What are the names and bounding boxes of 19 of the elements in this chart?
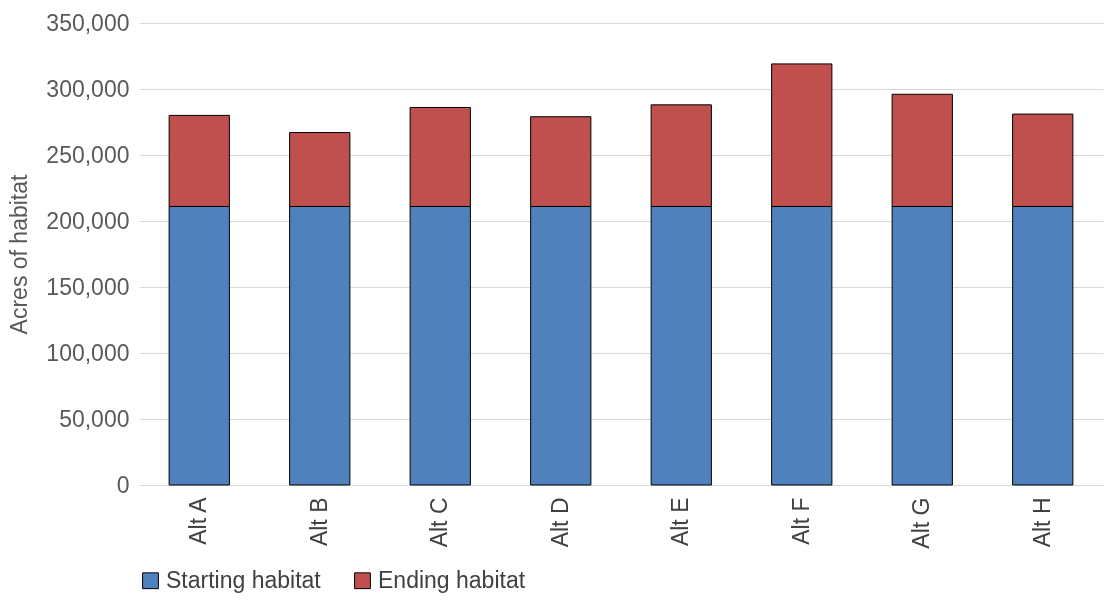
- y-tick-label: 250,000: [46, 141, 130, 168]
- y-tick-label: 0: [116, 471, 130, 498]
- y-tick-label: 100,000: [46, 339, 130, 366]
- x-tick-label: Alt E: [667, 497, 694, 547]
- legend-label: Ending habitat: [378, 566, 526, 593]
- y-tick-label: 50,000: [59, 405, 130, 432]
- y-axis-title: Acres of habitat: [6, 173, 33, 335]
- x-tick-label: Alt C: [426, 497, 453, 548]
- x-tick-label: Alt H: [1028, 497, 1055, 548]
- x-tick-label: Alt A: [185, 496, 212, 545]
- y-tick-label: 350,000: [46, 9, 130, 36]
- x-tick-label: Alt D: [546, 497, 573, 548]
- y-tick-label: 200,000: [46, 207, 130, 234]
- x-tick-label: Alt B: [305, 497, 332, 547]
- x-tick-label: Alt G: [908, 497, 935, 549]
- legend-label: Starting habitat: [166, 566, 322, 593]
- y-tick-label: 150,000: [46, 273, 130, 300]
- y-tick-label: 300,000: [46, 75, 130, 102]
- x-tick-label: Alt F: [787, 497, 814, 545]
